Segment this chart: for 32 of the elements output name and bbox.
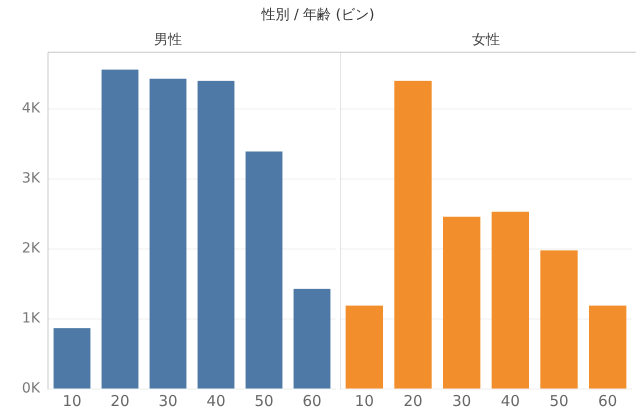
y-tick-label: 3K: [22, 170, 41, 187]
x-tick-label: 10: [62, 392, 82, 410]
bar: [346, 306, 384, 388]
bar: [294, 288, 330, 388]
x-tick-label: 40: [500, 392, 520, 410]
y-tick-label: 4K: [22, 100, 41, 116]
x-tick-label: 60: [598, 392, 618, 410]
bar: [54, 328, 90, 388]
bar: [492, 212, 530, 388]
y-tick-label: 0K: [22, 380, 41, 397]
x-tick-label: 40: [206, 392, 226, 410]
bar: [540, 250, 578, 388]
x-tick-label: 30: [452, 392, 472, 410]
x-tick-label: 50: [549, 392, 569, 410]
bar: [246, 152, 282, 388]
bar: [442, 216, 480, 388]
x-tick-label: 10: [354, 392, 374, 410]
x-tick-label: 60: [302, 392, 322, 410]
chart-title: 性別 / 年齢 (ビン): [260, 6, 376, 24]
bar: [588, 306, 626, 388]
chart-subtitle: 女性: [472, 32, 500, 48]
x-tick-label: 30: [158, 392, 178, 410]
bar: [198, 80, 234, 388]
chart-subtitle: 男性: [154, 32, 182, 48]
y-tick-label: 2K: [22, 240, 41, 257]
y-tick-label: 1K: [22, 310, 41, 327]
bar: [150, 78, 186, 388]
bar: [102, 70, 138, 388]
x-tick-label: 50: [254, 392, 274, 410]
x-tick-label: 20: [403, 392, 423, 410]
bar: [394, 80, 432, 388]
x-tick-label: 20: [110, 392, 130, 410]
